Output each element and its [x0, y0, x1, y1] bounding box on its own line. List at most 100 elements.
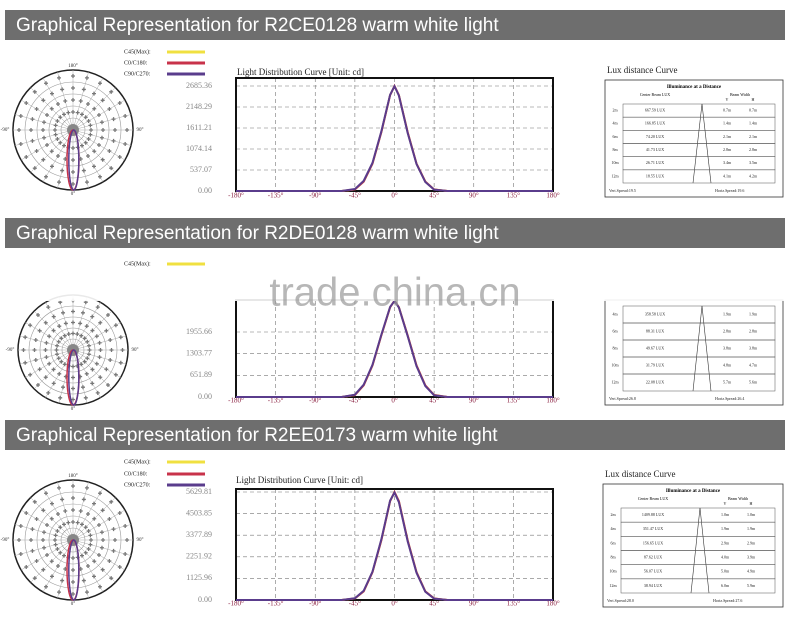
polar-cross [71, 568, 75, 572]
polar-cross [99, 135, 104, 140]
lux-cell: 1.9m [749, 311, 758, 316]
polar-cross [75, 110, 80, 115]
polar-cross [106, 383, 111, 388]
polar-cross [34, 107, 39, 111]
x-tick-label: -45° [349, 192, 361, 200]
y-tick-label: 0.00 [198, 186, 212, 195]
polar-cross [83, 140, 88, 145]
section-header: Graphical Representation for R2EE0173 wa… [16, 425, 498, 446]
polar-cross [81, 168, 86, 173]
polar-cross [80, 553, 84, 558]
polar-cross [78, 509, 83, 514]
polar-cross [86, 512, 90, 517]
polar-cross [107, 107, 112, 111]
lux-cell: 2.8m [749, 147, 758, 152]
polar-cross [71, 375, 75, 380]
lux-footer: Horiz.Spread:26.4 [715, 396, 744, 401]
legend-label: C0/C180: [124, 471, 148, 477]
lux-box [604, 79, 784, 198]
polar-cross [117, 565, 122, 569]
polar-cross [120, 348, 125, 352]
polar-label: 0° [71, 192, 76, 197]
polar-cross [80, 143, 84, 148]
polar-cross [51, 328, 56, 333]
polar-cross [47, 334, 52, 339]
polar-cross [44, 491, 48, 496]
polar-curve [68, 129, 80, 191]
x-tick-label: -90° [309, 192, 321, 200]
polar-cross [55, 119, 60, 123]
polar-cross [41, 157, 46, 162]
polar-cross [123, 551, 128, 556]
polar-cross [66, 110, 71, 115]
lux-cell: 4.7m [749, 362, 758, 367]
polar-cross [35, 312, 40, 317]
polar-cross [92, 164, 96, 169]
polar-cross [78, 321, 83, 326]
polar-cross [46, 390, 51, 395]
lux-cell: 4m [612, 311, 618, 316]
x-tick-label: 45° [429, 192, 439, 200]
lux-cell: 4.9m [747, 569, 756, 574]
lux-cell: 1.4m [749, 121, 758, 126]
polar-cross [42, 135, 47, 140]
section-header-bar [5, 420, 785, 450]
polar-cross [49, 559, 54, 564]
polar-cross [108, 338, 113, 343]
lux-footer: Horiz.Spread:27.6 [713, 598, 742, 603]
polar-cross [50, 91, 54, 96]
polar-cross [123, 524, 128, 529]
polar-cross [86, 102, 90, 107]
polar-cross [96, 523, 101, 527]
polar-cross [92, 516, 97, 521]
polar-cross [123, 114, 128, 119]
polar-cross [44, 584, 48, 589]
polar-cross [86, 547, 91, 551]
polar-cross [24, 565, 29, 569]
section-header-bar [5, 218, 785, 248]
polar-cross [41, 508, 46, 513]
polar-cross [56, 102, 60, 107]
x-tick-label: 0° [391, 192, 398, 200]
polar-cross [83, 115, 88, 120]
polar-cross [62, 553, 66, 558]
polar-cross [98, 375, 103, 380]
lux-cell: 4m [612, 121, 618, 126]
polar-cross [71, 158, 75, 162]
lux-cell: 3.4m [723, 160, 732, 165]
y-tick-label: 5629.81 [186, 487, 212, 496]
polar-cross [32, 166, 37, 171]
polar-cross [42, 120, 47, 125]
polar-cross [78, 99, 83, 104]
polar-cross [43, 375, 48, 380]
plot-frame [235, 77, 554, 192]
polar-cross [99, 545, 104, 550]
polar-cross [62, 362, 67, 367]
lux-cell: 351.47 LUX [643, 526, 663, 531]
polar-cross [58, 140, 63, 145]
polar-cross [21, 348, 26, 352]
polar-cross [84, 324, 89, 329]
lux-cell: 3.8m [723, 345, 732, 350]
polar-cross [88, 132, 93, 137]
polar-cross [33, 338, 38, 343]
polar-cross [86, 563, 90, 568]
polar-cross [90, 314, 95, 319]
x-tick-label: -135° [268, 600, 284, 608]
polar-cross [86, 153, 90, 158]
lux-sub: H [752, 97, 755, 102]
lux-cell: 2.9m [721, 540, 730, 545]
polar-cross [98, 584, 102, 589]
beam-line [692, 305, 703, 392]
lux-cell: 41.73 LUX [646, 147, 664, 152]
lux-head: Center Beam LUX [638, 496, 668, 501]
lux-cell: 8m [610, 555, 616, 560]
polar-cross [125, 128, 129, 132]
polar-cross [43, 348, 48, 352]
polar-cross [99, 530, 104, 535]
polar-cross [60, 87, 65, 92]
polar-cross [92, 574, 96, 579]
polar-cross [108, 357, 113, 362]
polar-label: 180° [68, 64, 78, 69]
polar-cross [71, 496, 75, 500]
